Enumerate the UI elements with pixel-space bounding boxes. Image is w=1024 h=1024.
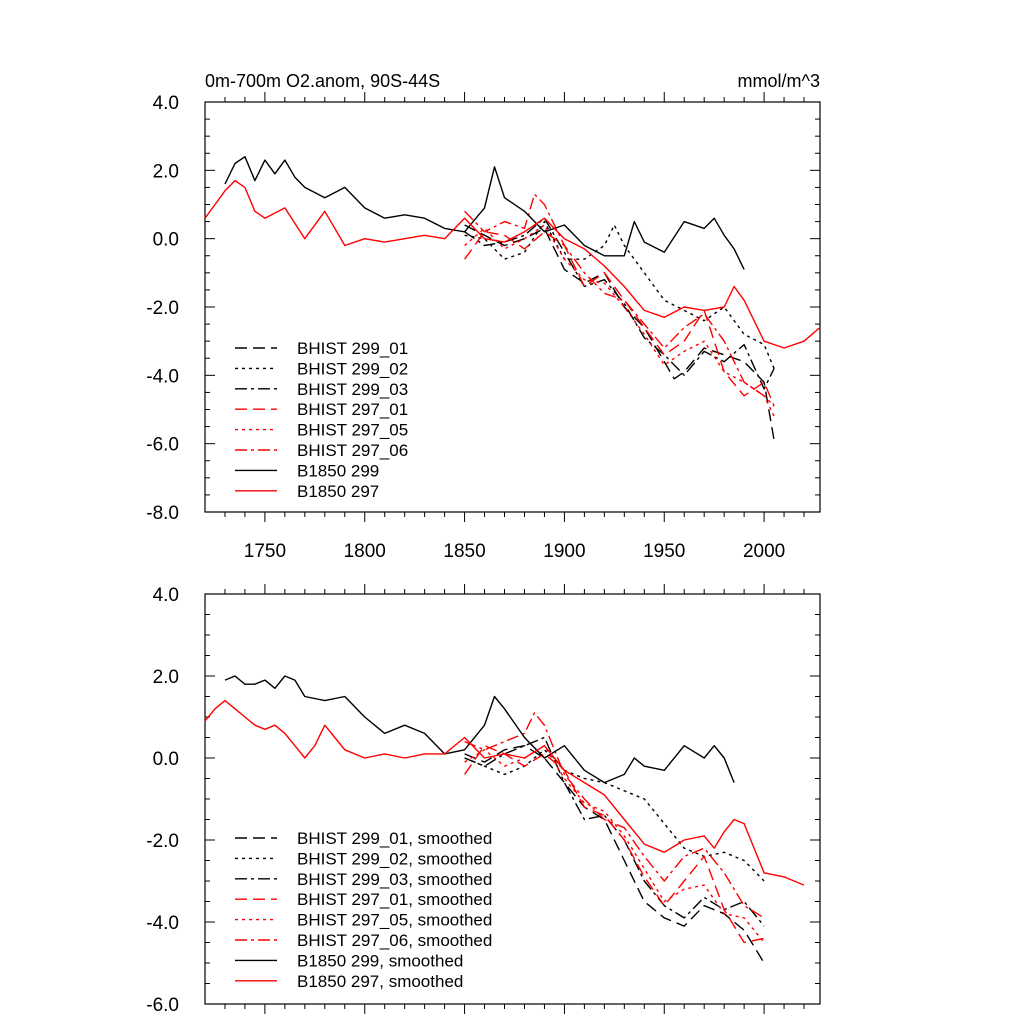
top-title-left: 0m-700m O2.anom, 90S-44S (205, 71, 440, 91)
bottom-series (204, 675, 805, 964)
legend-label: BHIST 297_05 (297, 421, 408, 440)
y-tick-label: 4.0 (153, 585, 179, 606)
y-tick-label: -2.0 (146, 831, 179, 852)
top-title-right: mmol/m^3 (738, 71, 820, 91)
series-line (464, 712, 765, 919)
y-tick-label: -6.0 (146, 435, 179, 456)
bottom-tick-marks (205, 584, 820, 1014)
y-tick-label: -6.0 (146, 995, 179, 1016)
legend-label: B1850 297, smoothed (297, 972, 463, 991)
series-line (464, 217, 775, 390)
legend-label: BHIST 299_01 (297, 339, 408, 358)
legend-label: BHIST 297_06 (297, 441, 408, 460)
bottom-panel: 4.0 2.0 0.0 -2.0 -4.0 -6.0 BHIST 299_01, smoo… (146, 584, 821, 1016)
y-tick-label: 0.0 (153, 749, 179, 770)
x-tick-label: 1950 (643, 541, 685, 562)
series-line (204, 699, 805, 886)
series-line (464, 231, 775, 407)
legend-label: BHIST 297_01 (297, 400, 408, 419)
x-tick-label: 1900 (543, 541, 585, 562)
top-x-tick-labels: 1750 1800 1850 1900 1950 2000 (244, 541, 785, 562)
bottom-y-tick-labels: 4.0 2.0 0.0 -2.0 -4.0 -6.0 (146, 585, 179, 1016)
legend-label: BHIST 299_02, smoothed (297, 849, 492, 868)
top-series (204, 155, 821, 441)
legend-label: BHIST 299_03 (297, 380, 408, 399)
legend-label: BHIST 297_01, smoothed (297, 890, 492, 909)
legend-label: B1850 297 (297, 482, 379, 501)
series-line (204, 179, 821, 349)
legend-label: BHIST 299_01, smoothed (297, 829, 492, 848)
y-tick-label: -2.0 (146, 298, 179, 319)
legend-label: BHIST 297_06, smoothed (297, 931, 492, 950)
y-tick-label: 2.0 (153, 667, 179, 688)
y-tick-label: -8.0 (146, 503, 179, 524)
series-line (464, 224, 775, 441)
legend-label: B1850 299, smoothed (297, 951, 463, 970)
y-tick-label: 0.0 (153, 230, 179, 251)
series-line (224, 675, 735, 784)
x-tick-label: 1750 (244, 541, 286, 562)
series-line (464, 193, 775, 407)
y-tick-label: -4.0 (146, 913, 179, 934)
series-line (464, 745, 765, 944)
x-tick-label: 1850 (443, 541, 485, 562)
series-line (464, 745, 765, 964)
top-y-tick-labels: 4.0 2.0 0.0 -2.0 -4.0 -6.0 -8.0 (146, 93, 179, 524)
x-tick-label: 1800 (344, 541, 386, 562)
legend-label: B1850 299 (297, 461, 379, 480)
legend-label: BHIST 299_02 (297, 359, 408, 378)
y-tick-label: -4.0 (146, 366, 179, 387)
top-panel: 0m-700m O2.anom, 90S-44S mmol/m^3 4.0 2.0… (146, 71, 821, 562)
legend-label: BHIST 297_05, smoothed (297, 911, 492, 930)
y-tick-label: 2.0 (153, 161, 179, 182)
y-tick-label: 4.0 (153, 93, 179, 114)
series-line (224, 155, 745, 270)
legend-label: BHIST 299_03, smoothed (297, 870, 492, 889)
x-tick-label: 2000 (743, 541, 785, 562)
top-tick-marks (205, 92, 820, 522)
